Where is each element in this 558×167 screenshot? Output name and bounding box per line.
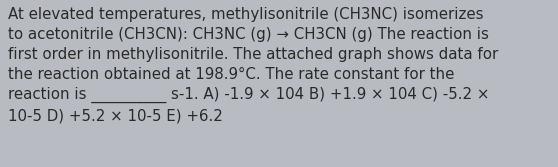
Text: At elevated temperatures, methylisonitrile (CH3NC) isomerizes
to acetonitrile (C: At elevated temperatures, methylisonitri…	[8, 7, 499, 123]
